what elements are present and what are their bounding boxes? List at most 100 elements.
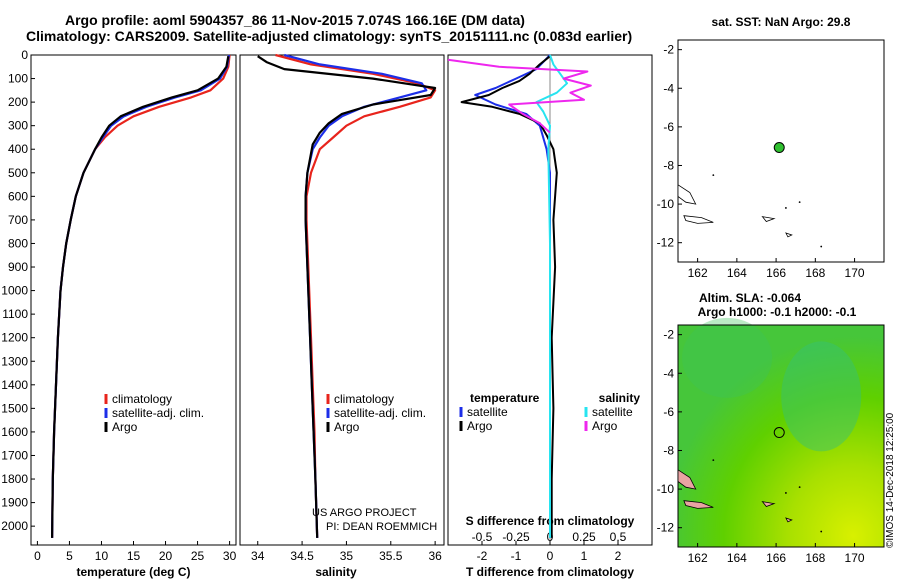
sla-map-xtick-label: 170 xyxy=(845,551,865,565)
temperature-xlabel: temperature (deg C) xyxy=(76,565,190,579)
temperature-xtick-label: 20 xyxy=(159,549,173,563)
depth-tick-label: 200 xyxy=(8,95,28,109)
temperature-plot-frame xyxy=(30,54,237,546)
sst-map-island-2 xyxy=(761,216,776,222)
depth-tick-label: 1800 xyxy=(1,472,28,486)
sst-map-xtick-label: 168 xyxy=(805,266,825,280)
sla-map-ytick-label: -8 xyxy=(663,443,674,457)
sla-map-ytick-label: -10 xyxy=(657,482,675,496)
sst-map-argo-location-point xyxy=(773,142,785,154)
depth-tick-label: 500 xyxy=(8,166,28,180)
figure-title-line1: Argo profile: aoml 5904357_86 11-Nov-201… xyxy=(65,12,525,28)
difference-xtick-label: 1 xyxy=(581,549,588,563)
depth-tick-label: 1200 xyxy=(1,331,28,345)
difference-xlabel: T difference from climatology xyxy=(466,565,634,579)
sla-map-subtitle: Argo h1000: -0.1 h2000: -0.1 xyxy=(698,305,857,319)
depth-tick-label: 1300 xyxy=(1,354,28,368)
depth-tick-label: 1900 xyxy=(1,496,28,510)
sla-map-islet-3 xyxy=(820,530,823,533)
sst-map-ytick-label: -8 xyxy=(663,158,674,172)
salinity-legend-satellite-label: satellite-adj. clim. xyxy=(334,406,426,420)
depth-tick-label: 1100 xyxy=(2,307,28,321)
temperature-series-satellite-adj-clim- xyxy=(51,54,231,538)
difference-xtick-label: 2 xyxy=(615,549,622,563)
salinity-plot-frame xyxy=(239,54,445,546)
salinity-diff-xtick-label: 0.5 xyxy=(610,530,627,544)
difference-legend-s-satellite-label: satellite xyxy=(592,405,633,419)
salinity-xtick-label: 34.5 xyxy=(290,549,314,563)
depth-tick-label: 900 xyxy=(8,260,28,274)
sst-map-island-3 xyxy=(785,232,793,238)
difference-series-t-satellite xyxy=(474,54,551,538)
temperature-legend-satellite-label: satellite-adj. clim. xyxy=(112,406,204,420)
depth-tick-label: 800 xyxy=(8,236,28,250)
sla-map-field xyxy=(678,325,884,547)
sst-map-island-0 xyxy=(677,184,697,205)
difference-legend-temperature-heading: temperature xyxy=(470,391,540,405)
sst-map-islet-1 xyxy=(785,207,787,209)
difference-xtick-label: -1 xyxy=(511,549,522,563)
sst-map-frame xyxy=(677,39,885,263)
depth-tick-label: 600 xyxy=(8,189,28,203)
sla-map-frame xyxy=(677,324,885,548)
sla-map-ytick-label: -12 xyxy=(657,521,675,535)
sla-map-islet-1 xyxy=(785,492,787,494)
sla-map-islet-0 xyxy=(712,459,715,462)
sst-map-ytick-label: -10 xyxy=(657,197,675,211)
salinity-series-climatology xyxy=(275,53,437,538)
difference-series-s-argo xyxy=(447,58,592,134)
sst-map-islet-3 xyxy=(820,245,823,248)
sla-map-ytick-label: -4 xyxy=(663,366,674,380)
depth-tick-label: 1600 xyxy=(1,425,28,439)
sst-map-xtick-label: 170 xyxy=(845,266,865,280)
sst-map-ytick-label: -4 xyxy=(663,81,674,95)
temperature-legend-argo-label: Argo xyxy=(112,420,138,434)
temperature-xtick-label: 5 xyxy=(66,549,73,563)
sla-map-island-3 xyxy=(785,517,793,523)
depth-tick-label: 1500 xyxy=(1,401,28,415)
sla-map-island-0 xyxy=(677,469,697,490)
temperature-series-climatology xyxy=(51,54,231,538)
sst-map-islet-2 xyxy=(798,201,801,204)
sla-map-island-1 xyxy=(683,500,714,509)
salinity-xtick-label: 34 xyxy=(251,549,265,563)
sst-map-ytick-label: -6 xyxy=(663,120,674,134)
salinity-xlabel: salinity xyxy=(315,565,357,579)
sst-map-xtick-label: 164 xyxy=(727,266,747,280)
sla-map-xtick-label: 162 xyxy=(688,551,708,565)
imos-side-credit: ©IMOS 14-Dec-2018 12:25:00 xyxy=(885,412,896,548)
sla-map-ytick-label: -2 xyxy=(663,328,674,342)
depth-tick-label: 1000 xyxy=(1,284,28,298)
sla-map-xtick-label: 168 xyxy=(805,551,825,565)
difference-legend-t-satellite-label: satellite xyxy=(467,405,508,419)
sla-map-argo-location-point xyxy=(773,427,785,439)
temperature-series-argo xyxy=(51,56,230,538)
sst-map-island-1 xyxy=(683,215,714,224)
difference-series-t-argo xyxy=(460,55,558,538)
salinity-legend-climatology-label: climatology xyxy=(334,392,394,406)
sst-map-xtick-label: 162 xyxy=(688,266,708,280)
difference-legend-s-argo-label: Argo xyxy=(592,419,618,433)
depth-tick-label: 100 xyxy=(8,72,28,86)
temperature-legend-climatology-label: climatology xyxy=(112,392,172,406)
depth-tick-label: 400 xyxy=(8,142,28,156)
salinity-diff-xtick-label: 0.25 xyxy=(572,530,596,544)
figure-title-line2: Climatology: CARS2009. Satellite-adjuste… xyxy=(26,28,633,44)
depth-tick-label: 2000 xyxy=(1,519,28,533)
sla-map-title: Altim. SLA: -0.064 xyxy=(699,291,801,305)
sla-map-field-low xyxy=(781,341,862,452)
difference-legend-t-argo-label: Argo xyxy=(467,419,493,433)
sla-map-island-2 xyxy=(761,501,776,507)
depth-tick-label: 1400 xyxy=(1,378,28,392)
difference-legend-salinity-heading: salinity xyxy=(599,391,641,405)
sst-map-ytick-label: -2 xyxy=(663,43,674,57)
sst-map-ytick-label: -12 xyxy=(657,236,675,250)
sla-map-ytick-label: -6 xyxy=(663,405,674,419)
depth-tick-label: 0 xyxy=(21,48,28,62)
sla-map-xtick-label: 166 xyxy=(766,551,786,565)
depth-tick-label: 700 xyxy=(8,213,28,227)
salinity-diff-xtick-label: -0.5 xyxy=(472,530,493,544)
sla-map-field-low2 xyxy=(682,317,773,398)
salinity-legend-argo-label: Argo xyxy=(334,420,360,434)
